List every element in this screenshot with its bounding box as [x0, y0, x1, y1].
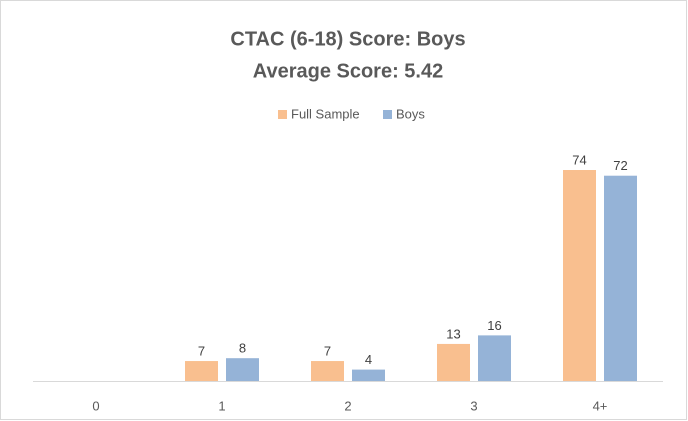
legend-swatch — [383, 110, 392, 119]
bar — [185, 361, 218, 381]
data-label: 7 — [324, 343, 331, 358]
data-label: 16 — [487, 318, 501, 333]
data-label: 7 — [198, 343, 205, 358]
x-tick-label: 2 — [344, 398, 351, 413]
legend-label: Boys — [396, 106, 425, 121]
bar — [352, 369, 385, 381]
data-label: 72 — [613, 158, 627, 173]
chart-title: CTAC (6-18) Score: Boys — [230, 28, 465, 50]
bar — [437, 343, 470, 381]
bar — [478, 335, 511, 381]
legend-label: Full Sample — [291, 106, 360, 121]
x-tick-label: 3 — [470, 398, 477, 413]
chart-subtitle: Average Score: 5.42 — [253, 60, 443, 82]
data-label: 4 — [365, 352, 372, 367]
bar — [563, 170, 596, 381]
x-tick-label: 0 — [92, 398, 99, 413]
bar — [226, 358, 259, 381]
data-label: 74 — [572, 152, 586, 167]
bar — [311, 361, 344, 381]
legend-swatch — [278, 110, 287, 119]
x-tick-label: 1 — [218, 398, 225, 413]
x-tick-label: 4+ — [593, 398, 608, 413]
data-label: 13 — [446, 326, 460, 341]
bar — [604, 175, 637, 381]
data-label: 8 — [239, 341, 246, 356]
